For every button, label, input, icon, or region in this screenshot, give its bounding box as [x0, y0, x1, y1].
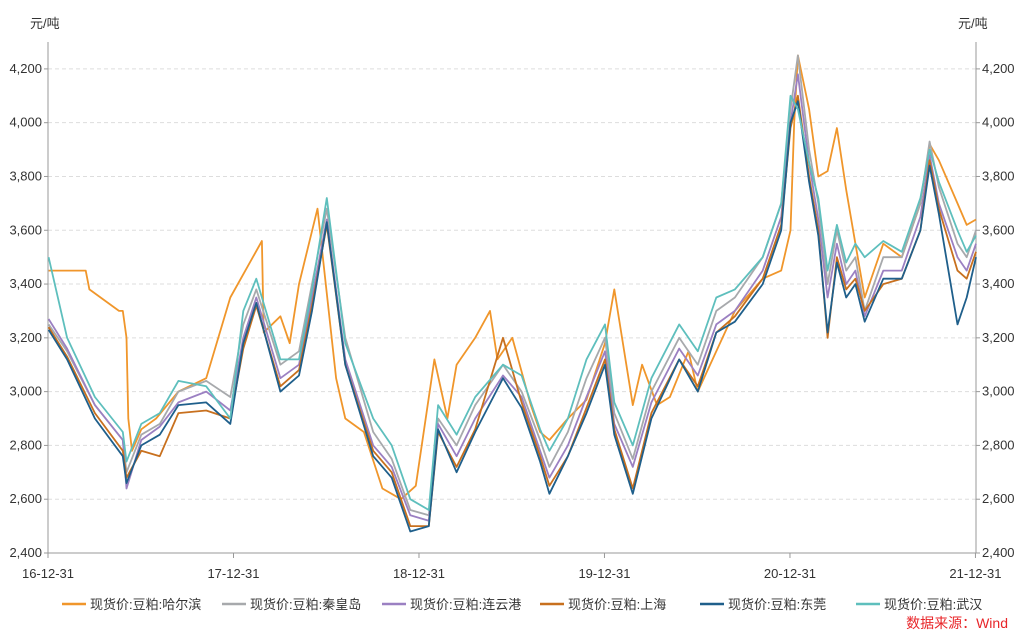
series-line [47, 73, 977, 522]
x-tick-label: 21-12-31 [949, 566, 1001, 581]
series-lines [47, 54, 977, 533]
y-tick-label-right: 2,800 [982, 437, 1015, 452]
x-ticks: 16-12-31 17-12-31 18-12-31 19-12-31 20-12-31… [22, 553, 1001, 581]
series-line [47, 94, 977, 527]
y-tick-label-left: 4,200 [9, 61, 42, 76]
legend: 现货价:豆粕:哈尔滨 现货价:豆粕:秦皇岛 现货价:豆粕:连云港 现货价:豆粕:上海 现… [62, 597, 982, 612]
legend-label: 现货价:豆粕:东莞 [728, 597, 826, 612]
y-tick-label-left: 3,600 [9, 222, 42, 237]
right-axis-unit: 元/吨 [958, 16, 988, 31]
y-tick-label-left: 3,800 [9, 168, 42, 183]
y-tick-label-right: 2,600 [982, 491, 1015, 506]
gridlines [48, 68, 976, 554]
data-source-note: 数据来源：Wind [906, 615, 1008, 631]
y-tick-label-right: 3,600 [982, 222, 1015, 237]
legend-label: 现货价:豆粕:武汉 [884, 597, 982, 612]
x-tick-label: 17-12-31 [207, 566, 259, 581]
y-ticks-right: 2,400 2,600 2,800 3,000 3,200 3,400 3,600 3,800… [976, 61, 1015, 560]
y-tick-label-right: 3,400 [982, 276, 1015, 291]
y-tick-label-left: 2,800 [9, 437, 42, 452]
y-ticks-left: 2,400 2,600 2,800 3,000 3,200 3,400 3,600 3,800… [9, 61, 48, 560]
legend-label: 现货价:豆粕:上海 [568, 597, 666, 612]
y-tick-label-left: 2,600 [9, 491, 42, 506]
series-line [48, 54, 977, 501]
series-line [47, 100, 977, 533]
legend-label: 现货价:豆粕:连云港 [410, 597, 521, 612]
y-tick-label-left: 3,400 [9, 276, 42, 291]
legend-label: 现货价:豆粕:秦皇岛 [250, 597, 361, 612]
y-tick-label-right: 3,200 [982, 330, 1015, 345]
y-tick-label-left: 2,400 [9, 545, 42, 560]
x-tick-label: 20-12-31 [764, 566, 816, 581]
series-line [47, 94, 977, 511]
legend-label: 现货价:豆粕:哈尔滨 [90, 597, 201, 612]
y-tick-label-left: 3,200 [9, 330, 42, 345]
y-tick-label-right: 3,800 [982, 168, 1015, 183]
y-tick-label-right: 4,000 [982, 115, 1015, 130]
series-line [47, 54, 977, 517]
y-tick-label-right: 3,000 [982, 384, 1015, 399]
y-tick-label-left: 4,000 [9, 115, 42, 130]
y-tick-label-left: 3,000 [9, 384, 42, 399]
x-tick-label: 16-12-31 [22, 566, 74, 581]
x-tick-label: 19-12-31 [578, 566, 630, 581]
y-tick-label-right: 2,400 [982, 545, 1015, 560]
y-tick-label-right: 4,200 [982, 61, 1015, 76]
x-tick-label: 18-12-31 [393, 566, 445, 581]
left-axis-unit: 元/吨 [30, 16, 60, 31]
axes [47, 42, 977, 554]
